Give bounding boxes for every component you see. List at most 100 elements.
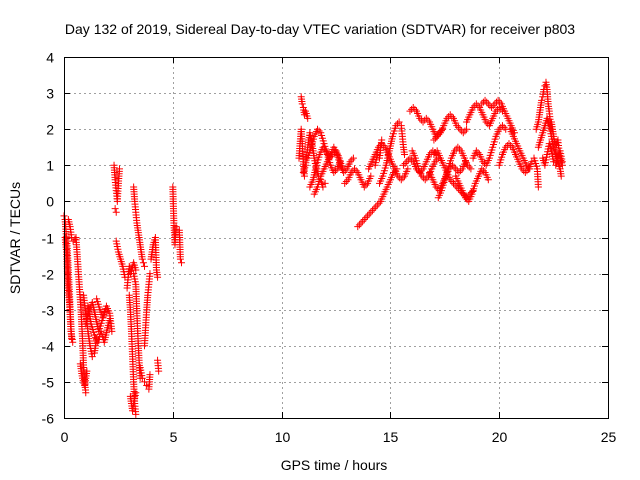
data-point — [340, 169, 348, 177]
data-point — [469, 104, 477, 112]
data-point — [478, 100, 486, 108]
data-point — [346, 158, 354, 166]
data-point — [349, 154, 357, 162]
data-point — [139, 259, 147, 267]
data-point — [483, 98, 491, 106]
data-point — [364, 212, 372, 220]
x-tick-label: 5 — [170, 429, 178, 445]
y-tick-label: -4 — [42, 339, 55, 355]
data-point — [321, 179, 329, 187]
data-point — [394, 172, 402, 180]
data-point — [155, 367, 163, 375]
data-point — [437, 127, 445, 135]
data-point — [448, 178, 456, 186]
data-point — [367, 208, 375, 216]
data-point — [459, 129, 467, 137]
y-tick-label: 0 — [46, 194, 54, 210]
data-point — [315, 127, 323, 135]
data-point — [488, 104, 496, 112]
y-tick-label: 2 — [46, 122, 54, 138]
data-point — [172, 223, 180, 231]
data-point — [409, 104, 417, 112]
x-tick-label: 25 — [601, 429, 617, 445]
data-point — [112, 208, 120, 216]
data-points — [60, 78, 566, 418]
y-tick-label: -5 — [42, 375, 55, 391]
data-point — [495, 104, 503, 112]
data-point — [111, 205, 119, 213]
data-point — [464, 161, 472, 169]
data-point — [431, 158, 439, 166]
data-point — [403, 158, 411, 166]
x-tick-label: 0 — [61, 429, 69, 445]
data-point — [454, 143, 462, 151]
data-point — [399, 174, 407, 182]
data-point — [489, 102, 497, 110]
data-point — [347, 169, 355, 177]
data-point — [331, 167, 339, 175]
data-point — [443, 114, 451, 122]
plot-frame — [64, 57, 609, 419]
data-point — [558, 161, 566, 169]
data-point — [507, 141, 515, 149]
x-tick-label: 15 — [383, 429, 399, 445]
x-axis-label: GPS time / hours — [281, 457, 388, 473]
data-point — [524, 163, 532, 171]
data-point — [491, 100, 499, 108]
data-point — [69, 338, 77, 346]
data-point — [421, 176, 429, 184]
data-point — [350, 165, 358, 173]
data-point — [522, 161, 530, 169]
data-point — [71, 235, 79, 243]
data-point — [367, 172, 375, 180]
data-point — [146, 270, 154, 278]
data-point — [341, 179, 349, 187]
data-point — [446, 111, 454, 119]
data-point — [430, 150, 438, 158]
data-point — [495, 125, 503, 133]
data-point — [373, 201, 381, 209]
data-point — [146, 371, 154, 379]
data-point — [365, 210, 373, 218]
data-point — [393, 120, 401, 128]
data-point — [362, 181, 370, 189]
data-point — [300, 172, 308, 180]
data-point — [528, 158, 536, 166]
data-point — [419, 118, 427, 126]
data-point — [541, 82, 549, 90]
data-point — [360, 215, 368, 223]
data-point — [474, 102, 482, 110]
y-tick-label: 4 — [46, 50, 54, 66]
data-point — [496, 98, 504, 106]
data-point — [518, 165, 526, 173]
data-point — [492, 107, 500, 115]
data-point — [423, 174, 431, 182]
data-point — [408, 156, 416, 164]
data-point — [472, 147, 480, 155]
data-point — [450, 163, 458, 171]
data-point — [108, 327, 116, 335]
data-point — [467, 165, 475, 173]
data-point — [498, 122, 506, 130]
x-axis-tick-labels: 0 5 10 15 20 25 — [61, 429, 617, 445]
x-tick-label: 10 — [275, 429, 291, 445]
data-point — [304, 114, 312, 122]
data-point — [461, 127, 469, 135]
data-point — [435, 131, 443, 139]
data-point — [330, 169, 338, 177]
data-point — [430, 136, 438, 144]
data-point — [451, 147, 459, 155]
chart-title: Day 132 of 2019, Sidereal Day-to-day VTE… — [65, 21, 575, 37]
data-point — [138, 255, 146, 263]
data-point — [433, 132, 441, 140]
data-point — [521, 169, 529, 177]
data-point — [482, 118, 490, 126]
data-point — [502, 143, 510, 151]
y-tick-label: 1 — [46, 158, 54, 174]
data-point — [342, 178, 350, 186]
data-point — [321, 145, 329, 153]
x-tick-label: 20 — [492, 429, 508, 445]
y-axis-tick-labels: -6 -5 -4 -3 -2 -1 0 1 2 3 4 — [42, 50, 55, 427]
